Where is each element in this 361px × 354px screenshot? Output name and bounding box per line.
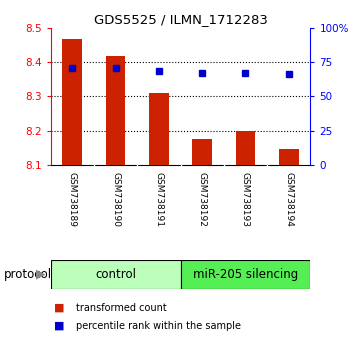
Text: percentile rank within the sample: percentile rank within the sample <box>76 321 241 331</box>
Bar <box>236 131 255 165</box>
Text: GSM738193: GSM738193 <box>241 172 250 227</box>
Bar <box>180 260 310 289</box>
Bar <box>62 39 82 165</box>
Text: GSM738189: GSM738189 <box>68 172 77 227</box>
Title: GDS5525 / ILMN_1712283: GDS5525 / ILMN_1712283 <box>93 13 268 26</box>
Text: ▶: ▶ <box>36 268 46 281</box>
Bar <box>106 56 125 165</box>
Text: control: control <box>95 268 136 281</box>
Text: GSM738190: GSM738190 <box>111 172 120 227</box>
Bar <box>149 93 169 165</box>
Text: ■: ■ <box>54 303 65 313</box>
Text: ■: ■ <box>54 321 65 331</box>
Bar <box>279 149 299 165</box>
Text: GSM738192: GSM738192 <box>198 172 206 227</box>
Bar <box>192 139 212 165</box>
Text: GSM738194: GSM738194 <box>284 172 293 227</box>
Text: GSM738191: GSM738191 <box>155 172 163 227</box>
Text: protocol: protocol <box>4 268 52 281</box>
Text: miR-205 silencing: miR-205 silencing <box>193 268 298 281</box>
Text: transformed count: transformed count <box>76 303 166 313</box>
Bar <box>51 260 180 289</box>
